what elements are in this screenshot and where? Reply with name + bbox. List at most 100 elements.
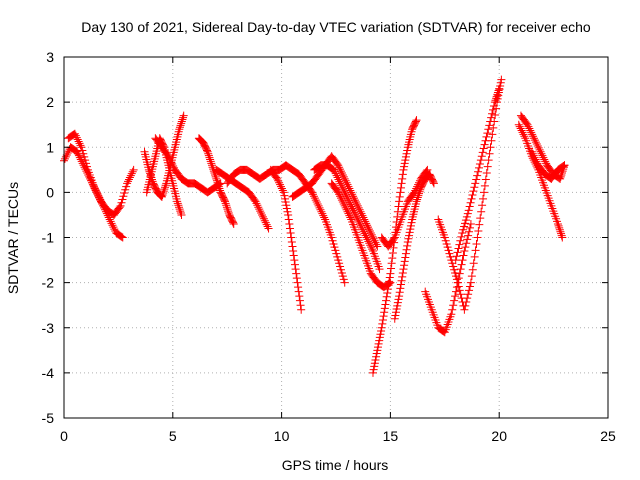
data-point: [356, 221, 365, 230]
data-point: [464, 206, 473, 215]
data-point: [465, 282, 474, 291]
data-point: [459, 225, 468, 234]
data-point: [346, 200, 355, 209]
data-point: [158, 190, 167, 199]
data-point: [116, 232, 125, 241]
data-point: [313, 199, 322, 208]
data-point: [533, 159, 542, 168]
data-point: [71, 131, 80, 140]
data-point: [367, 243, 376, 252]
data-point: [463, 235, 472, 244]
data-point: [539, 153, 548, 162]
data-point: [460, 305, 469, 314]
data-point: [554, 221, 563, 230]
data-point: [355, 219, 364, 228]
data-point: [90, 183, 99, 192]
data-point: [415, 187, 424, 196]
data-point: [366, 228, 375, 237]
data-point: [256, 207, 265, 216]
data-point: [166, 156, 175, 165]
data-point: [258, 212, 267, 221]
data-point: [129, 165, 138, 174]
data-point: [95, 193, 104, 202]
data-point: [489, 123, 498, 132]
data-point: [360, 229, 369, 238]
data-point: [445, 249, 454, 258]
data-point: [353, 214, 362, 223]
data-point: [379, 312, 388, 321]
y-tick-label: -4: [42, 365, 55, 381]
data-point: [334, 188, 343, 197]
data-point: [307, 187, 316, 196]
data-point: [277, 184, 286, 193]
data-point: [288, 242, 297, 251]
data-point: [462, 239, 471, 248]
data-point: [161, 183, 170, 192]
data-point: [534, 143, 543, 152]
data-point: [361, 231, 370, 240]
data-point: [458, 256, 467, 265]
data-point: [259, 214, 268, 223]
data-point: [464, 290, 473, 299]
data-point: [169, 161, 178, 170]
data-point: [373, 346, 382, 355]
data-point: [276, 180, 285, 189]
data-point: [354, 203, 363, 212]
data-point: [389, 243, 398, 252]
data-point: [73, 147, 82, 156]
data-point: [344, 182, 353, 191]
data-point: [347, 202, 356, 211]
chart-title: Day 130 of 2021, Sidereal Day-to-day VTE…: [81, 19, 591, 35]
data-point: [328, 236, 337, 245]
data-point: [556, 174, 565, 183]
data-point: [337, 268, 346, 277]
data-point: [164, 152, 173, 161]
data-point: [414, 191, 423, 200]
data-point: [336, 165, 345, 174]
data-point: [206, 155, 215, 164]
data-point: [465, 286, 474, 295]
data-point: [315, 203, 324, 212]
series-track-i: [266, 165, 306, 314]
data-point: [340, 278, 349, 287]
x-axis-label: GPS time / hours: [282, 457, 389, 473]
data-point: [538, 151, 547, 160]
x-tick-label: 5: [169, 428, 177, 444]
data-point: [529, 132, 538, 141]
data-point: [260, 216, 269, 225]
series-track-o: [377, 165, 432, 251]
data-point: [94, 191, 103, 200]
data-point: [370, 362, 379, 371]
data-point: [446, 252, 455, 261]
data-point: [273, 174, 282, 183]
data-point: [107, 219, 116, 228]
data-point: [400, 261, 409, 270]
data-point: [73, 135, 82, 144]
data-point: [292, 274, 301, 283]
data-point: [469, 187, 478, 196]
data-point: [401, 156, 410, 165]
data-point: [389, 234, 398, 243]
data-point: [490, 98, 499, 107]
data-point: [454, 244, 463, 253]
data-point: [465, 202, 474, 211]
data-point: [213, 178, 222, 187]
data-point: [334, 161, 343, 170]
data-point: [295, 292, 304, 301]
data-point: [204, 149, 213, 158]
data-point: [394, 295, 403, 304]
data-point: [285, 219, 294, 228]
data-point: [542, 159, 551, 168]
data-point: [516, 124, 525, 133]
data-point: [455, 286, 464, 295]
data-point: [224, 209, 233, 218]
data-point: [400, 257, 409, 266]
data-point: [532, 157, 541, 166]
data-point: [331, 246, 340, 255]
data-point: [341, 176, 350, 185]
data-point: [458, 228, 467, 237]
data-point: [456, 290, 465, 299]
data-point: [339, 199, 348, 208]
data-point: [517, 126, 526, 135]
data-point: [461, 243, 470, 252]
